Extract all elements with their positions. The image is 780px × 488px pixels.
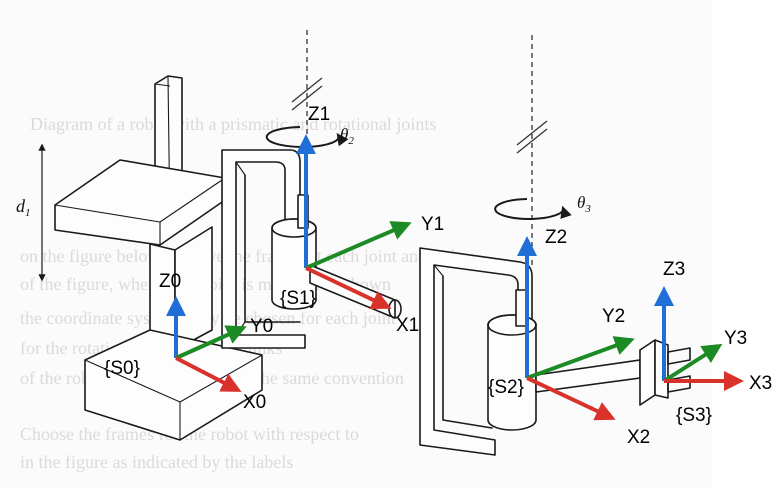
y0-axis-arrow — [175, 325, 247, 360]
z2-label: Z2 — [545, 227, 567, 248]
x1-axis-arrow — [305, 266, 392, 310]
s1-frame-label: {S1} — [280, 288, 316, 309]
y1-axis-arrow — [305, 221, 412, 270]
rotation-axes — [291, 30, 548, 265]
z3-label: Z3 — [663, 259, 685, 280]
y2-label: Y2 — [602, 306, 625, 327]
frame-s3: Z3 Y3 X3 {S3} — [654, 259, 772, 426]
y3-axis-arrow — [662, 343, 723, 383]
theta3-label: θ3 — [577, 193, 591, 215]
s2-frame-label: {S2} — [488, 377, 524, 398]
frame-s0: Z0 Y0 X0 {S0} — [104, 271, 273, 413]
theta2-rotation-arrow: θ2 — [265, 125, 354, 148]
x2-axis-arrow — [526, 376, 616, 421]
z0-label: Z0 — [159, 271, 181, 292]
z1-label: Z1 — [308, 104, 330, 125]
link-2-bracket — [419, 247, 641, 456]
y2-axis-arrow — [526, 336, 635, 380]
theta2-label: θ2 — [340, 125, 354, 147]
frame-s2: Z2 Y2 X2 {S2} — [488, 227, 650, 448]
base-column — [54, 75, 263, 441]
s0-frame-label: {S0} — [104, 358, 140, 379]
s3-frame-label: {S3} — [676, 405, 712, 426]
x3-label: X3 — [749, 373, 772, 394]
svg-text:on the figure below, observe t: on the figure below, observe the frames … — [20, 246, 460, 266]
theta3-rotation-arrow: θ3 — [494, 193, 591, 220]
x2-label: X2 — [627, 427, 650, 448]
x0-axis-arrow — [175, 356, 242, 392]
y3-label: Y3 — [724, 328, 747, 349]
x1-label: X1 — [396, 315, 419, 336]
y0-label: Y0 — [250, 316, 273, 337]
d1-dimension: d1 — [16, 143, 46, 282]
svg-text:in the figure as indicated by: in the figure as indicated by the labels — [20, 452, 293, 472]
d1-label: d1 — [16, 196, 31, 219]
x0-label: X0 — [243, 392, 266, 413]
frame-s1: Z1 Y1 X1 {S1} — [280, 104, 444, 336]
svg-text:Diagram of a robot with a pris: Diagram of a robot with a prismatic and … — [30, 114, 436, 134]
y1-label: Y1 — [421, 214, 444, 235]
